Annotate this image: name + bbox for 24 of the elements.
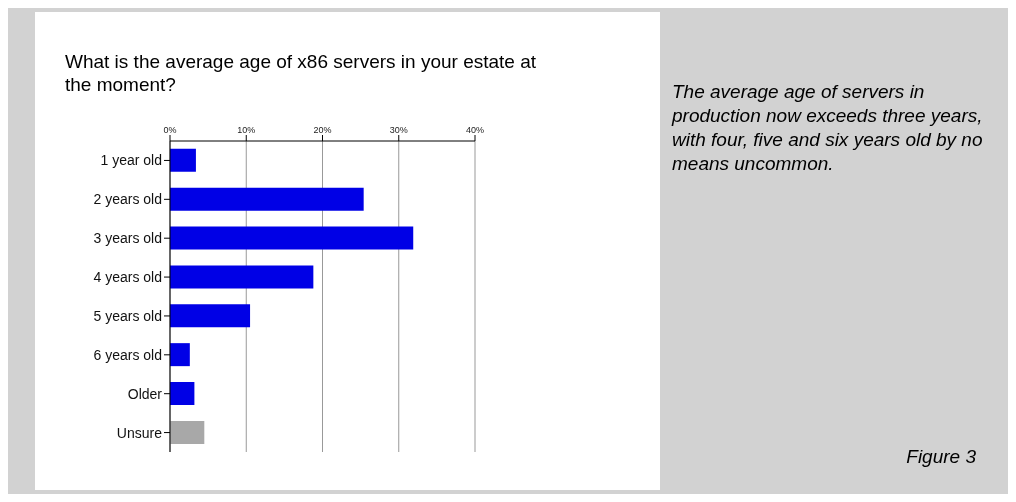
y-tick-label: Older xyxy=(127,385,163,402)
caption: Figure 3 xyxy=(906,446,976,468)
bar xyxy=(170,148,196,172)
chart-title: What is the average age of x86 servers in your estate at the moment? xyxy=(65,50,538,96)
bar xyxy=(170,382,195,406)
y-tick-label: 3 years old xyxy=(93,230,162,247)
bar xyxy=(170,304,251,328)
y-tick-label: 5 years old xyxy=(93,307,162,324)
bar xyxy=(170,420,205,444)
y-tick-label: 6 years old xyxy=(93,346,162,363)
x-tick-label: 0% xyxy=(163,125,177,135)
y-tick-label: Unsure xyxy=(116,424,163,441)
bar xyxy=(170,226,414,250)
y-tick-label: 1 year old xyxy=(100,152,162,169)
y-tick-label: 2 years old xyxy=(93,191,162,208)
x-tick-label: 30% xyxy=(389,125,408,135)
bar xyxy=(170,343,190,367)
bar xyxy=(170,187,364,211)
text: The average age of servers in production now exceeds three years, with four, five and six years old by no means uncommon. xyxy=(672,80,984,176)
x-tick-label: 20% xyxy=(313,125,332,135)
x-tick-label: 10% xyxy=(237,125,256,135)
x-tick-label: 40% xyxy=(465,125,485,135)
y-tick-label: 4 years old xyxy=(93,269,162,286)
bar xyxy=(170,265,314,289)
